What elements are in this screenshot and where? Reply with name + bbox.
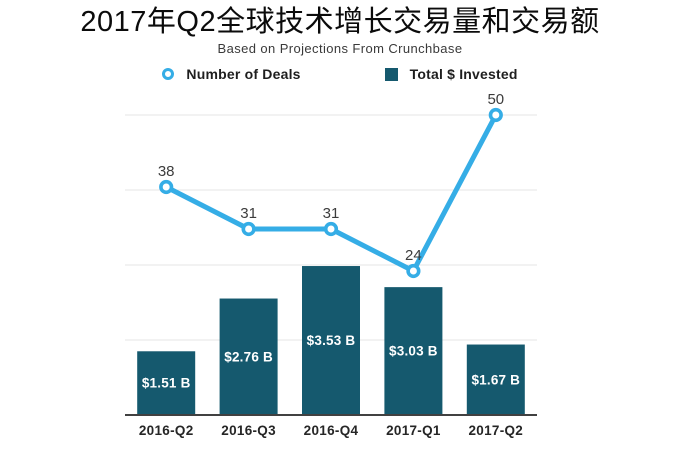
bar-2016-Q4 xyxy=(302,266,360,415)
deals-point-2017-Q1 xyxy=(406,263,421,279)
deals-line xyxy=(163,112,499,274)
bar-value-label: $3.03 B xyxy=(389,344,438,359)
chart-title: 2017年Q2全球技术增长交易量和交易额 xyxy=(80,6,600,38)
chart-legend: Number of Deals Total $ Invested xyxy=(0,66,680,82)
deals-point-2016-Q2 xyxy=(159,179,174,195)
deals-point-label: 24 xyxy=(405,247,422,264)
bar-2017-Q2 xyxy=(466,344,525,415)
legend-item-number-of-deals: Number of Deals xyxy=(162,66,300,82)
deals-point-label: 50 xyxy=(487,91,504,108)
legend-item-total-invested: Total $ Invested xyxy=(384,66,518,82)
x-axis-label-2016-Q2: 2016-Q2 xyxy=(139,423,194,438)
bar-2016-Q3 xyxy=(219,298,278,415)
line-series-marker-icon xyxy=(162,68,175,80)
deals-point-label: 31 xyxy=(240,205,257,222)
deals-point-2016-Q3 xyxy=(241,221,256,237)
x-axis-label-2017-Q1: 2017-Q1 xyxy=(386,423,441,438)
chart-subtitle: Based on Projections From Crunchbase xyxy=(217,41,463,56)
deals-point-2016-Q4 xyxy=(323,221,339,237)
x-axis-label-2016-Q4: 2016-Q4 xyxy=(304,423,359,438)
bar-value-label: $3.53 B xyxy=(307,333,356,348)
x-axis-label-2016-Q3: 2016-Q3 xyxy=(221,423,276,438)
bar-2016-Q2 xyxy=(137,351,196,415)
bar-2017-Q1 xyxy=(384,287,443,415)
bar-value-label: $1.67 B xyxy=(471,372,520,387)
bar-value-label: $1.51 B xyxy=(142,376,191,391)
bar-value-label: $2.76 B xyxy=(224,349,273,364)
legend-label: Total $ Invested xyxy=(409,66,518,82)
deals-point-label: 31 xyxy=(323,205,340,222)
bar-series-swatch-icon xyxy=(384,67,398,81)
legend-label: Number of Deals xyxy=(186,66,301,82)
x-axis-label-2017-Q2: 2017-Q2 xyxy=(468,423,523,438)
deals-point-label: 38 xyxy=(158,163,175,180)
deals-point-2017-Q2 xyxy=(488,107,503,123)
